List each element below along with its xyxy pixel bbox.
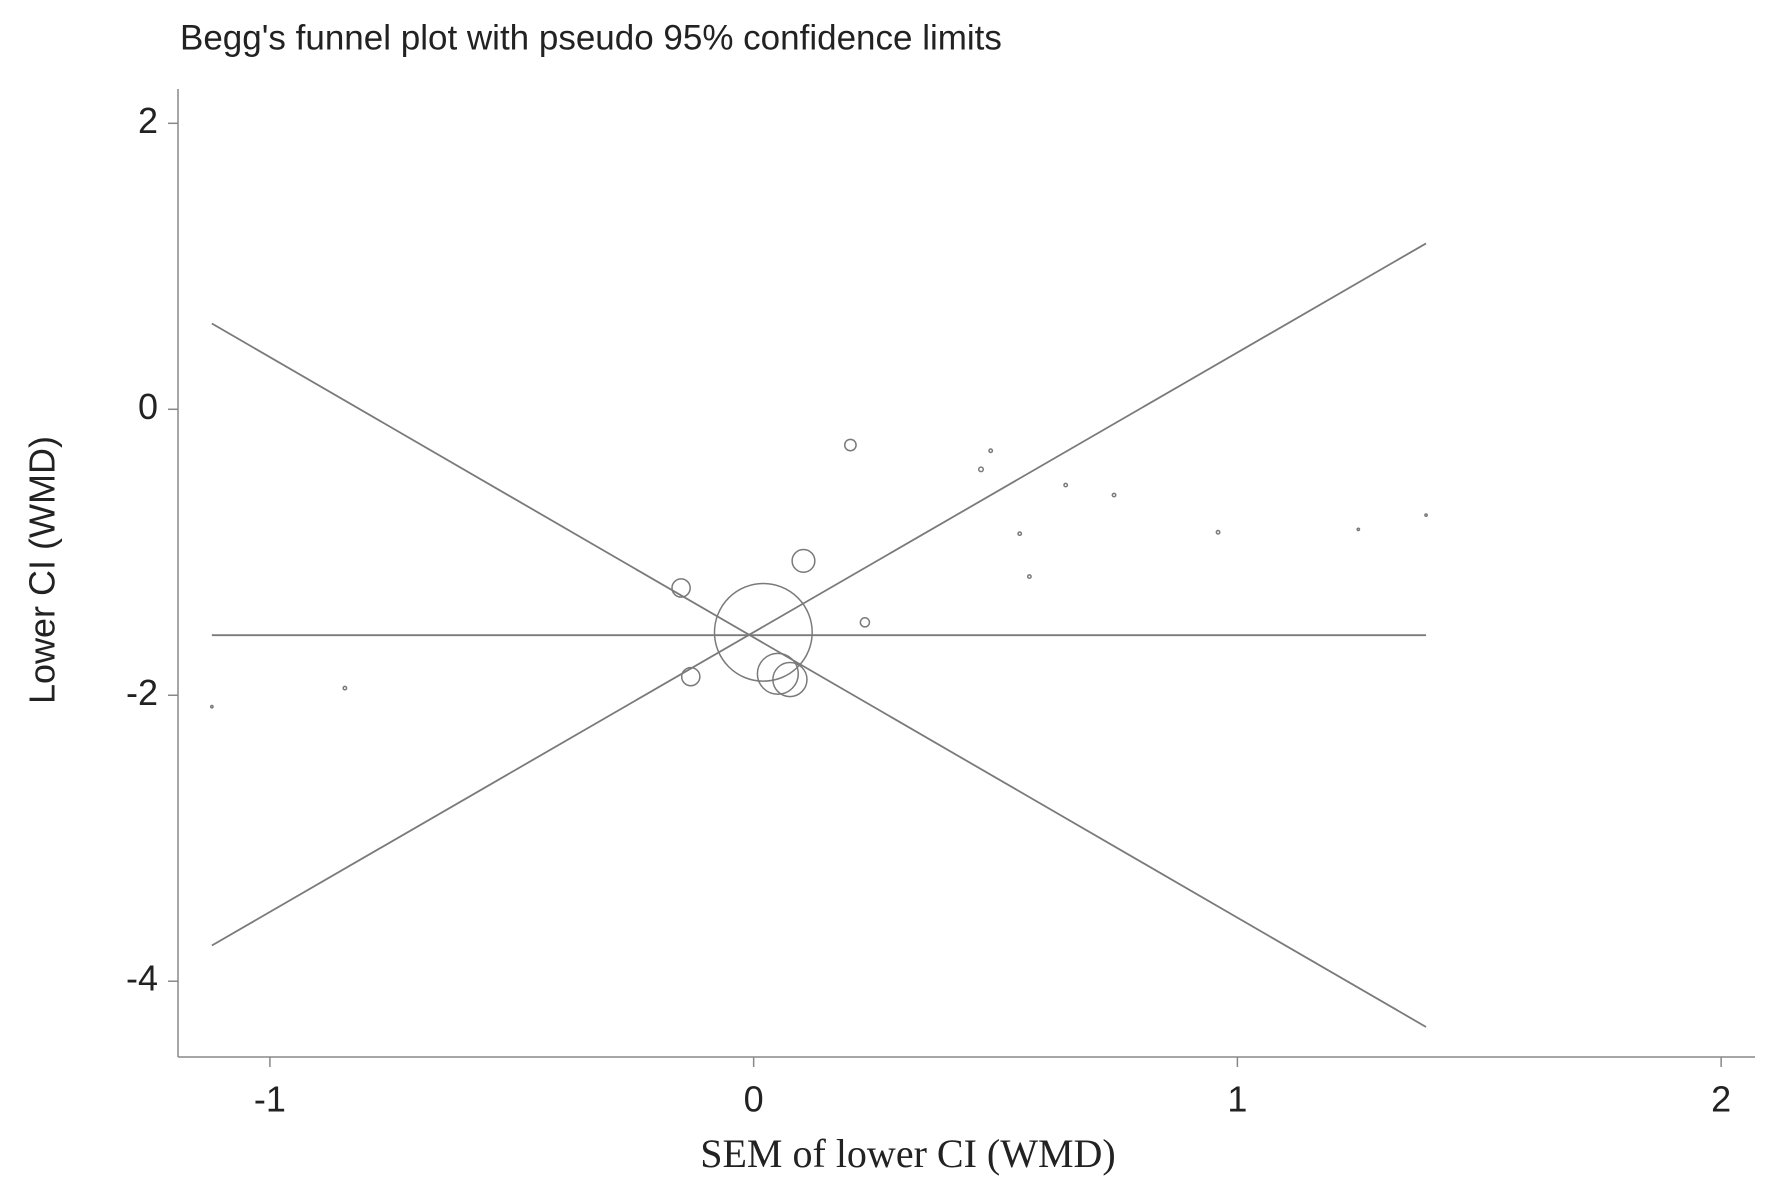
study-point xyxy=(209,704,214,709)
y-tick-label: 0 xyxy=(138,386,158,427)
study-point xyxy=(843,438,857,452)
x-tick-label: -1 xyxy=(254,1079,286,1120)
study-point xyxy=(988,448,994,454)
study-point xyxy=(342,685,348,691)
y-axis-label: Lower CI (WMD) xyxy=(22,436,63,704)
study-point xyxy=(1026,574,1032,580)
x-axis-label: SEM of lower CI (WMD) xyxy=(700,1131,1116,1176)
x-tick-label: 0 xyxy=(744,1079,764,1120)
y-tick-label: -4 xyxy=(126,958,158,999)
study-point xyxy=(772,661,808,698)
study-point xyxy=(1356,527,1361,532)
study-point xyxy=(680,666,701,687)
study-point xyxy=(791,548,816,573)
confidence-line xyxy=(211,242,1427,947)
study-point xyxy=(713,582,813,682)
study-point xyxy=(1424,513,1428,517)
y-tick-label: 2 xyxy=(138,100,158,141)
confidence-line xyxy=(211,322,1427,1028)
study-point xyxy=(1063,482,1069,488)
study-point xyxy=(977,466,985,473)
study-point xyxy=(1215,529,1221,535)
study-point xyxy=(1017,531,1023,537)
study-point xyxy=(859,617,871,628)
study-point xyxy=(671,578,691,598)
y-tick-label: -2 xyxy=(126,672,158,713)
chart-title: Begg's funnel plot with pseudo 95% confi… xyxy=(180,18,1002,57)
x-tick-label: 1 xyxy=(1227,1079,1247,1120)
study-point xyxy=(1111,492,1117,498)
x-tick-label: 2 xyxy=(1711,1079,1731,1120)
study-point xyxy=(756,652,800,696)
